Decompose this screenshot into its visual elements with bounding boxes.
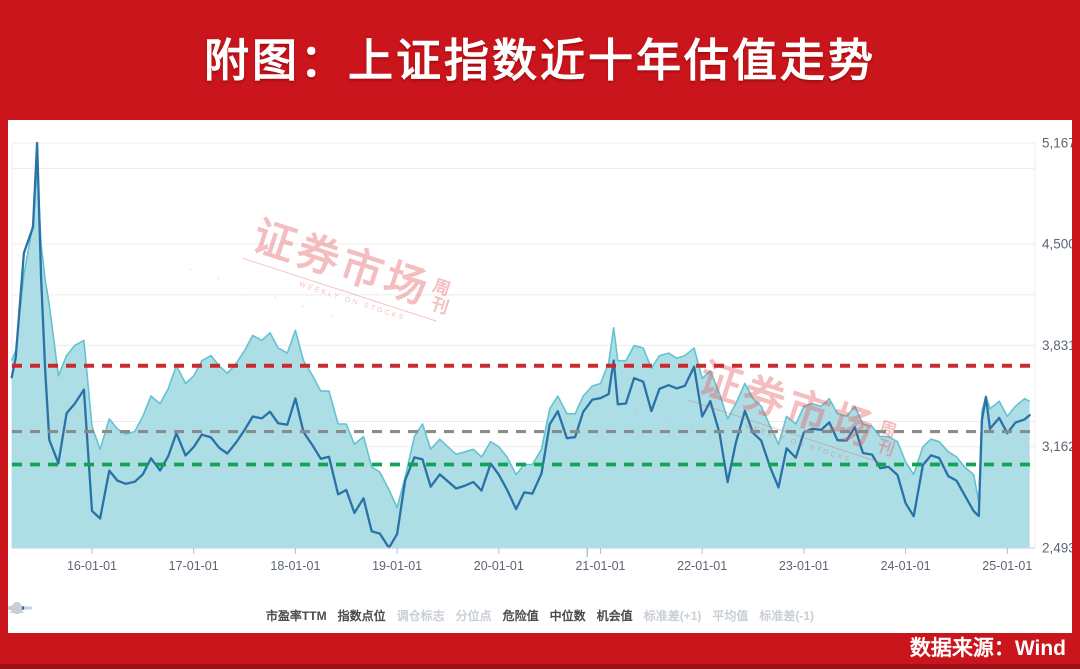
legend-item-label: 市盈率TTM (265, 608, 327, 623)
svg-text:22-01-01: 22-01-01 (677, 559, 727, 573)
svg-text:21-01-01: 21-01-01 (575, 559, 625, 573)
pe-area-series (10, 167, 1031, 549)
legend-item-7[interactable]: 标准差(+1) (8, 606, 702, 624)
legend-item-4[interactable]: 危险值 (8, 606, 539, 624)
svg-text:25-01-01: 25-01-01 (982, 559, 1032, 573)
legend-item-label: 中位数 (549, 608, 586, 623)
svg-text:23-01-01: 23-01-01 (779, 559, 829, 573)
data-source-label: 数据来源：Wind (909, 637, 1066, 660)
dashed-line-icon (8, 606, 34, 610)
legend-item-label: 标准差(+1) (643, 608, 702, 623)
legend-item-label: 平均值 (712, 608, 749, 623)
svg-text:18-01-01: 18-01-01 (270, 559, 320, 573)
chart-panel: 证券市场周刊 WEEKLY ON STOCKS ······ 证券市场周刊 WEEKLY… (8, 120, 1072, 633)
legend-item-9[interactable]: 标准差(-1) (8, 606, 815, 624)
svg-text:4,500: 4,500 (1042, 237, 1072, 252)
index-line-series (10, 141, 1031, 549)
legend-item-label: 指数点位 (337, 608, 386, 623)
page-title: 附图：上证指数近十年估值走势 (203, 35, 876, 86)
legend-item-3[interactable]: 分位点 (12, 602, 492, 624)
svg-text:周: 周 (877, 418, 899, 441)
svg-text:5,167: 5,167 (1042, 136, 1072, 151)
y-axis-labels: 5,167 4,500 3,831 3,162 2,493 (1042, 136, 1072, 556)
legend-item-6[interactable]: 机会值 (8, 606, 633, 624)
svg-text:3,162: 3,162 (1042, 439, 1072, 454)
legend-item-label: 危险值 (502, 608, 539, 623)
header-banner: 附图：上证指数近十年估值走势 (0, 0, 1080, 120)
x-axis: 16-01-01 17-01-01 18-01-01 19-01-01 20-01-01… (12, 547, 1035, 573)
svg-text:19-01-01: 19-01-01 (372, 559, 422, 573)
svg-text:周: 周 (431, 276, 453, 299)
svg-text:刊: 刊 (875, 436, 897, 459)
legend-item-label: 分位点 (455, 608, 492, 623)
legend-item-8[interactable]: 平均值 (8, 606, 749, 624)
svg-text:刊: 刊 (429, 294, 451, 317)
svg-text:2,493: 2,493 (1042, 541, 1072, 556)
footer-banner: 数据来源：Wind (0, 633, 1080, 669)
legend-item-2[interactable]: 调仓标志 (10, 602, 445, 624)
chart-legend: 市盈率TTM 指数点位 调仓标志 分位点 危险值 中位数 机会值 标准差(+1) 平均值 标准差(… (8, 602, 1072, 628)
legend-item-label: 标准差(-1) (759, 608, 815, 623)
legend-item-label: 机会值 (596, 608, 633, 623)
svg-text:20-01-01: 20-01-01 (474, 559, 524, 573)
svg-text:16-01-01: 16-01-01 (67, 559, 117, 573)
svg-text:3,831: 3,831 (1042, 338, 1072, 353)
svg-text:24-01-01: 24-01-01 (881, 559, 931, 573)
svg-text:17-01-01: 17-01-01 (169, 559, 219, 573)
legend-item-label: 调仓标志 (396, 608, 445, 623)
legend-item-5[interactable]: 中位数 (8, 606, 586, 624)
legend-item-1[interactable]: 指数点位 (8, 606, 386, 624)
percentile-point-icon (12, 602, 22, 614)
legend-item-0[interactable]: 市盈率TTM (12, 602, 327, 624)
